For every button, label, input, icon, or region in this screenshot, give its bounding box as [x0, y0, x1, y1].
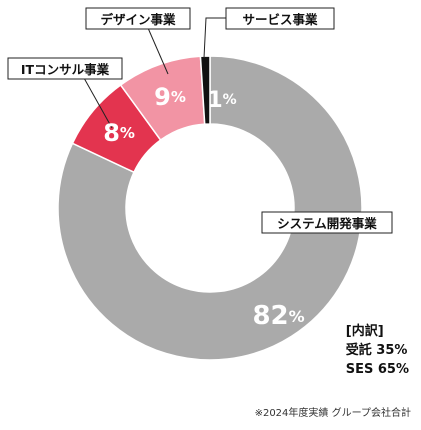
callout-3: サービス事業 [225, 7, 335, 30]
callout-label-2: デザイン事業 [100, 12, 176, 27]
callout-label-1: ITコンサル事業 [21, 62, 110, 77]
callout-2: デザイン事業 [85, 7, 191, 30]
callout-labels: システム開発事業 ITコンサル事業 デザイン事業 サービス事業 [7, 7, 393, 234]
donut-slices [57, 55, 363, 361]
percent-label-2: 9% [154, 83, 186, 111]
callout-box-1 [7, 57, 123, 80]
percent-labels: 82% 8% 9% 1% [103, 83, 304, 331]
leader-line-2 [147, 27, 169, 75]
breakdown-title: [内訳] [345, 324, 384, 339]
leader-line-3 [203, 17, 226, 59]
breakdown-item-ses: SES 65% [345, 362, 409, 377]
percent-label-1: 8% [103, 119, 135, 147]
callout-label-0: システム開発事業 [277, 216, 377, 231]
breakdown-box: [内訳] 受託 35% SES 65% [346, 322, 409, 379]
callout-box-0 [261, 211, 393, 234]
callout-box-2 [85, 7, 191, 30]
percent-label-3: 1% [207, 88, 236, 113]
percent-label-0: 82% [252, 301, 304, 331]
callout-0: システム開発事業 [261, 211, 393, 234]
breakdown-item-contract: 受託 35% [345, 343, 408, 358]
slice-0 [57, 55, 363, 361]
callout-box-3 [225, 7, 335, 30]
leader-line-1 [83, 77, 113, 129]
footnote: ※2024年度実績 グループ会社合計 [254, 408, 411, 419]
callout-1: ITコンサル事業 [7, 57, 123, 80]
callout-label-3: サービス事業 [242, 12, 318, 27]
leader-lines [83, 17, 226, 129]
